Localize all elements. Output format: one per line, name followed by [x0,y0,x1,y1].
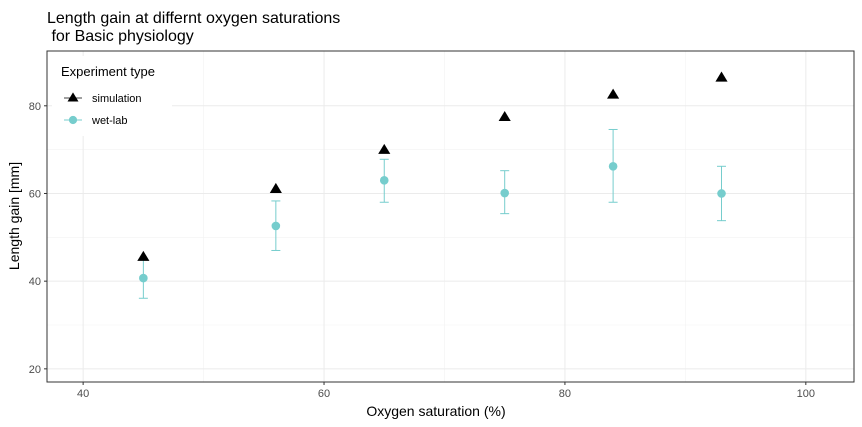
legend-key-circle [68,115,78,125]
legend-title: Experiment type [61,64,155,79]
legend-key-triangle [67,92,79,102]
data-point-simulation [378,143,391,154]
data-point-wet-lab [139,273,148,283]
grid [47,51,854,382]
legend-label-wet-lab: wet-lab [91,115,127,127]
data-points [137,71,728,283]
data-point-simulation [269,182,282,193]
x-tick-label: 100 [797,388,815,400]
plot-border [46,50,855,383]
data-point-simulation [137,250,150,261]
x-tick-label: 40 [77,388,89,400]
axis-ticks: 40 60 80 100 20 40 60 80 [29,101,815,400]
y-axis-title: Length gain [mm] [6,162,22,270]
x-tick-label: 60 [318,388,330,400]
x-tick-label: 80 [559,388,571,400]
y-tick-label: 80 [29,101,41,113]
legend: Experiment type simulation wet-lab [52,56,172,136]
chart-title-line-1: Length gain at differnt oxygen saturatio… [47,10,340,27]
panel-border [46,50,855,383]
data-point-simulation [498,111,511,122]
data-point-wet-lab [379,176,389,185]
data-point-simulation [715,71,728,82]
data-point-wet-lab [271,221,281,231]
y-tick-label: 40 [29,276,41,288]
data-point-wet-lab [500,188,510,198]
chart-title-line-2: for Basic physiology [47,28,194,45]
x-axis-title: Oxygen saturation (%) [366,403,505,419]
data-point-wet-lab [608,162,618,171]
data-point-simulation [607,88,620,99]
legend-label-simulation: simulation [92,93,142,105]
y-tick-label: 20 [29,364,41,376]
chart-title: Length gain at differnt oxygen saturatio… [47,10,340,45]
data-point-wet-lab [717,189,726,198]
y-tick-label: 60 [29,188,41,200]
